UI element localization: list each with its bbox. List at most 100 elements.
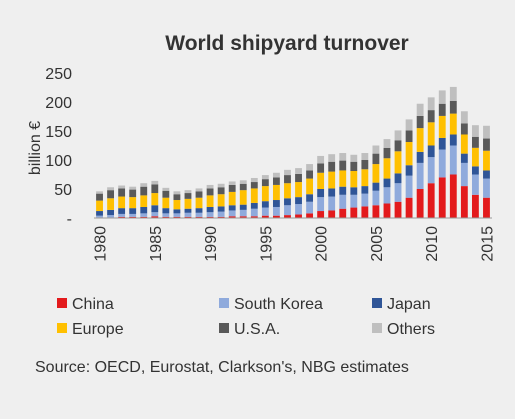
legend-swatch-south-korea bbox=[219, 298, 229, 308]
bar-segment-others-2014 bbox=[471, 125, 479, 137]
bar-segment-south-korea-2007 bbox=[394, 183, 402, 202]
bar-segment-europe-1995 bbox=[261, 186, 269, 202]
bar-segment-china-1983 bbox=[129, 216, 137, 218]
bar-segment-japan-2013 bbox=[460, 153, 468, 163]
bar-segment-china-1990 bbox=[206, 216, 214, 218]
bar-segment-south-korea-2013 bbox=[460, 162, 468, 187]
bar-segment-u-s-a--2003 bbox=[350, 161, 358, 172]
bar-segment-u-s-a--1999 bbox=[306, 170, 314, 179]
bar-segment-others-1994 bbox=[250, 177, 258, 183]
bar-segment-u-s-a--1996 bbox=[272, 177, 280, 185]
bar-segment-china-2011 bbox=[438, 177, 446, 218]
y-tick-label: 50 bbox=[54, 182, 72, 199]
legend-label-others: Others bbox=[387, 321, 435, 338]
bar-segment-europe-2007 bbox=[394, 151, 402, 174]
bar-segment-europe-1991 bbox=[217, 194, 225, 207]
x-tick-label: 2005 bbox=[369, 226, 386, 262]
chart-title: World shipyard turnover bbox=[165, 32, 408, 55]
bar-segment-europe-1988 bbox=[184, 198, 192, 209]
bar-segment-u-s-a--1991 bbox=[217, 187, 225, 195]
bar-segment-japan-1998 bbox=[295, 197, 302, 205]
bar-segment-others-1986 bbox=[162, 187, 170, 191]
bar-segment-south-korea-2010 bbox=[427, 157, 435, 184]
bar-segment-japan-2003 bbox=[350, 187, 358, 195]
bar-segment-japan-2006 bbox=[383, 178, 391, 188]
bar-segment-japan-1989 bbox=[195, 208, 203, 213]
bar-segment-others-2006 bbox=[383, 139, 391, 148]
bar-segment-south-korea-1996 bbox=[272, 206, 280, 216]
bar-segment-u-s-a--2014 bbox=[471, 136, 479, 148]
bar-segment-south-korea-1982 bbox=[118, 213, 126, 217]
bar-segment-europe-2000 bbox=[317, 172, 325, 189]
x-tick-label: 2015 bbox=[479, 226, 496, 262]
bar-segment-south-korea-1989 bbox=[195, 212, 203, 217]
x-tick-label: 2000 bbox=[314, 226, 331, 262]
bar-segment-japan-2007 bbox=[394, 173, 402, 184]
bar-segment-others-1985 bbox=[151, 180, 159, 185]
bar-segment-europe-1980 bbox=[96, 200, 103, 212]
y-axis-label: billion € bbox=[27, 121, 44, 175]
bar-segment-europe-1982 bbox=[118, 196, 126, 209]
bar-segment-others-1993 bbox=[239, 180, 247, 184]
bar-segment-europe-2003 bbox=[350, 171, 358, 188]
bar-segment-europe-1992 bbox=[228, 191, 236, 206]
y-tick-label: 250 bbox=[45, 66, 72, 83]
bar-segment-china-2010 bbox=[427, 183, 435, 218]
bar-segment-south-korea-1991 bbox=[217, 211, 225, 217]
bar-segment-south-korea-2002 bbox=[339, 194, 347, 209]
bar-segment-south-korea-1987 bbox=[173, 213, 181, 217]
legend-swatch-others bbox=[372, 323, 382, 333]
bar-segment-china-2007 bbox=[394, 201, 402, 218]
bar-segment-others-2015 bbox=[483, 125, 490, 139]
bar-segment-u-s-a--1986 bbox=[162, 190, 170, 198]
bar-segment-japan-1991 bbox=[217, 206, 225, 212]
bar-segment-japan-1988 bbox=[184, 208, 192, 213]
bar-segment-japan-1992 bbox=[228, 205, 236, 211]
bar-segment-others-2011 bbox=[438, 90, 446, 104]
bar-segment-others-1983 bbox=[129, 186, 137, 190]
bar-segment-others-2010 bbox=[427, 97, 435, 111]
bar-segment-china-1999 bbox=[306, 213, 314, 218]
bar-segment-china-1987 bbox=[173, 216, 181, 218]
bar-segment-china-1993 bbox=[239, 216, 247, 218]
bar-segment-europe-1996 bbox=[272, 184, 280, 201]
bar-segment-south-korea-1983 bbox=[129, 213, 137, 217]
bar-segment-south-korea-1981 bbox=[107, 215, 115, 218]
bar-segment-japan-2011 bbox=[438, 137, 446, 150]
bar-segment-europe-2015 bbox=[483, 150, 490, 171]
bar-segment-china-1989 bbox=[195, 216, 203, 218]
y-tick-label: - bbox=[67, 211, 72, 228]
x-tick-label: 1995 bbox=[258, 226, 275, 262]
bar-segment-u-s-a--1984 bbox=[140, 186, 148, 196]
legend-swatch-china bbox=[57, 298, 67, 308]
bar-segment-others-2005 bbox=[372, 145, 380, 154]
bar-segment-others-1988 bbox=[184, 190, 192, 194]
bar-segment-china-2014 bbox=[471, 194, 479, 218]
bar-segment-south-korea-2014 bbox=[471, 174, 479, 195]
legend-label-south-korea: South Korea bbox=[234, 296, 323, 313]
bar-segment-u-s-a--2000 bbox=[317, 163, 325, 173]
bar-segment-china-1995 bbox=[261, 215, 269, 218]
bar-segment-others-2000 bbox=[317, 155, 325, 164]
bar-segment-south-korea-1998 bbox=[295, 204, 302, 215]
bar-segment-japan-2008 bbox=[405, 165, 413, 176]
bar-segment-u-s-a--2004 bbox=[361, 160, 369, 170]
bar-segment-europe-2001 bbox=[328, 171, 336, 189]
bar-segment-others-2001 bbox=[328, 154, 336, 162]
bar-segment-others-2007 bbox=[394, 130, 402, 141]
bar-segment-china-2004 bbox=[361, 206, 369, 218]
bar-segment-europe-2010 bbox=[427, 122, 435, 146]
bar-segment-china-2003 bbox=[350, 207, 358, 218]
bar-segment-south-korea-2004 bbox=[361, 193, 369, 207]
bar-segment-china-1992 bbox=[228, 216, 236, 218]
bar-segment-u-s-a--1990 bbox=[206, 188, 214, 196]
bar-segment-u-s-a--2012 bbox=[449, 100, 457, 114]
x-axis-ticks: 1980 1985 1990 1995 2000 2005 2010 2015 bbox=[93, 226, 497, 262]
bar-segment-u-s-a--1987 bbox=[173, 194, 181, 201]
bar-segment-europe-1993 bbox=[239, 190, 247, 205]
bar-segment-china-1996 bbox=[272, 215, 280, 218]
bar-segment-u-s-a--1993 bbox=[239, 183, 247, 191]
bar-segment-u-s-a--1992 bbox=[228, 184, 236, 192]
bar-segment-europe-1985 bbox=[151, 193, 159, 206]
